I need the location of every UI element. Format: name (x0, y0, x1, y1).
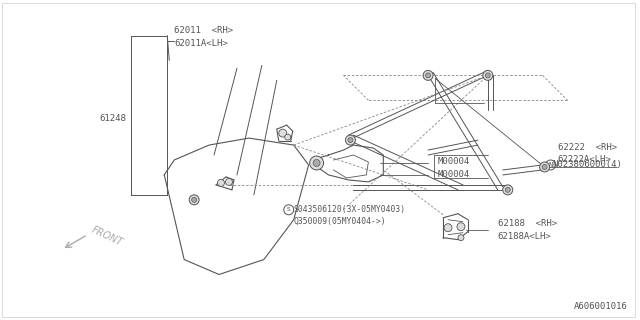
Text: 62011A<LH>: 62011A<LH> (174, 38, 228, 48)
Text: M00004: M00004 (438, 157, 470, 166)
Text: 61248: 61248 (100, 114, 127, 123)
Circle shape (313, 159, 320, 166)
Circle shape (191, 197, 196, 202)
Text: 62222A<LH>: 62222A<LH> (557, 156, 611, 164)
Circle shape (218, 180, 225, 186)
Text: N: N (548, 162, 553, 168)
Circle shape (457, 223, 465, 231)
Circle shape (310, 156, 324, 170)
Circle shape (505, 188, 510, 192)
Text: A606001016: A606001016 (573, 302, 627, 311)
Text: 62222  <RH>: 62222 <RH> (557, 142, 617, 152)
Circle shape (458, 235, 464, 241)
Circle shape (423, 70, 433, 80)
Text: 62188  <RH>: 62188 <RH> (498, 219, 557, 228)
Text: 62011  <RH>: 62011 <RH> (174, 26, 234, 35)
Circle shape (348, 138, 353, 143)
Circle shape (483, 70, 493, 80)
Text: N023806000(4): N023806000(4) (552, 160, 623, 170)
Circle shape (540, 162, 550, 172)
Circle shape (542, 164, 547, 170)
Text: S: S (287, 207, 291, 212)
Circle shape (503, 185, 513, 195)
Text: S043506120(3X-05MY0403): S043506120(3X-05MY0403) (294, 205, 406, 214)
Circle shape (279, 129, 287, 137)
Circle shape (444, 224, 452, 232)
Text: 62188A<LH>: 62188A<LH> (498, 232, 552, 241)
Circle shape (346, 135, 355, 145)
Text: M00004: M00004 (438, 171, 470, 180)
Text: FRONT: FRONT (90, 225, 124, 248)
Circle shape (426, 73, 431, 78)
Circle shape (225, 179, 232, 185)
Circle shape (189, 195, 199, 205)
Circle shape (285, 134, 291, 140)
Circle shape (485, 73, 490, 78)
Text: Q350009(05MY0404->): Q350009(05MY0404->) (294, 217, 387, 226)
